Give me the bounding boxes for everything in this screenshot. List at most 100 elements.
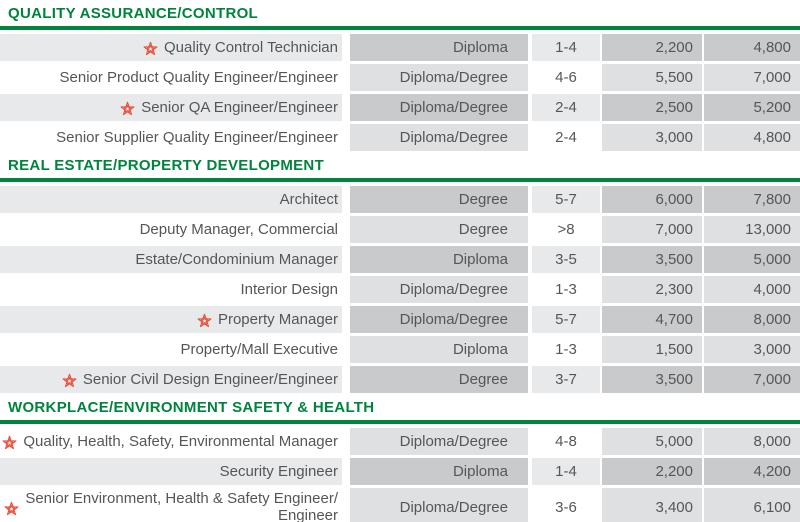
column-gap xyxy=(342,306,350,333)
min-salary-cell: 1,500 xyxy=(602,336,702,363)
max-salary-cell: 3,000 xyxy=(704,336,800,363)
column-gap xyxy=(342,64,350,91)
column-gap xyxy=(342,336,350,363)
section: QUALITY ASSURANCE/CONTROL Quality Control… xyxy=(0,6,800,151)
column-gap xyxy=(342,34,350,61)
table-row: Senior Environment, Health & Safety Engi… xyxy=(0,488,800,522)
job-title-cell: Quality Control Technician xyxy=(0,34,342,61)
max-salary-cell: 4,800 xyxy=(704,34,800,61)
job-title: Interior Design xyxy=(240,281,338,298)
table-row: Interior Design Diploma/Degree 1-3 2,300 4,0… xyxy=(0,276,800,303)
min-salary-cell: 2,300 xyxy=(602,276,702,303)
star-icon xyxy=(143,41,158,56)
job-title: Senior QA Engineer/Engineer xyxy=(141,99,338,116)
max-salary-cell: 4,000 xyxy=(704,276,800,303)
section-underline xyxy=(0,420,800,424)
experience-cell: 1-4 xyxy=(532,458,600,485)
table-row: Property Manager Diploma/Degree 5-7 4,700 8,… xyxy=(0,306,800,333)
job-title: Quality, Health, Safety, Environmental M… xyxy=(23,433,338,450)
max-salary-cell: 7,000 xyxy=(704,64,800,91)
min-salary-cell: 3,400 xyxy=(602,488,702,522)
section-title: REAL ESTATE/PROPERTY DEVELOPMENT xyxy=(8,157,325,174)
qualification-cell: Diploma/Degree xyxy=(350,306,528,333)
experience-cell: >8 xyxy=(532,216,600,243)
column-gap xyxy=(342,488,350,522)
star-icon xyxy=(197,313,212,328)
job-title-cell: Interior Design xyxy=(0,276,342,303)
qualification-cell: Diploma/Degree xyxy=(350,428,528,455)
section-underline xyxy=(0,178,800,182)
table-row: Quality, Health, Safety, Environmental M… xyxy=(0,428,800,455)
experience-cell: 4-8 xyxy=(532,428,600,455)
job-title: Senior Product Quality Engineer/Engineer xyxy=(59,69,339,86)
experience-cell: 5-7 xyxy=(532,186,600,213)
section-title: QUALITY ASSURANCE/CONTROL xyxy=(8,5,259,22)
column-gap xyxy=(342,94,350,121)
min-salary-cell: 3,000 xyxy=(602,124,702,151)
qualification-cell: Degree xyxy=(350,186,528,213)
job-title: Property Manager xyxy=(217,311,338,328)
qualification-cell: Diploma/Degree xyxy=(350,488,528,522)
max-salary-cell: 8,000 xyxy=(704,306,800,333)
job-title: Senior Supplier Quality Engineer/Enginee… xyxy=(56,129,338,146)
min-salary-cell: 3,500 xyxy=(602,246,702,273)
table-row: Senior Product Quality Engineer/Engineer… xyxy=(0,64,800,91)
job-title-cell: Property/Mall Executive xyxy=(0,336,342,363)
table-row: Deputy Manager, Commercial Degree >8 7,000 1… xyxy=(0,216,800,243)
job-title: Estate/Condominium Manager xyxy=(135,251,338,268)
job-title-cell: Estate/Condominium Manager xyxy=(0,246,342,273)
max-salary-cell: 4,200 xyxy=(704,458,800,485)
table-row: Architect Degree 5-7 6,000 7,800 xyxy=(0,186,800,213)
job-title: Architect xyxy=(279,191,338,208)
column-gap xyxy=(342,186,350,213)
qualification-cell: Diploma/Degree xyxy=(350,276,528,303)
star-icon xyxy=(4,501,19,516)
min-salary-cell: 2,200 xyxy=(602,34,702,61)
experience-cell: 3-6 xyxy=(532,488,600,522)
job-title-cell: Senior Civil Design Engineer/Engineer xyxy=(0,366,342,393)
experience-cell: 2-4 xyxy=(532,94,600,121)
experience-cell: 1-4 xyxy=(532,34,600,61)
star-icon xyxy=(120,101,135,116)
section: WORKPLACE/ENVIRONMENT SAFETY & HEALTH Qua… xyxy=(0,400,800,522)
min-salary-cell: 4,700 xyxy=(602,306,702,333)
job-title: Senior Environment, Health & Safety Engi… xyxy=(25,490,338,522)
job-title-cell: Senior Environment, Health & Safety Engi… xyxy=(0,488,342,522)
section: REAL ESTATE/PROPERTY DEVELOPMENT Architec… xyxy=(0,158,800,393)
experience-cell: 1-3 xyxy=(532,276,600,303)
table-row: Security Engineer Diploma 1-4 2,200 4,200 xyxy=(0,458,800,485)
job-title-cell: Deputy Manager, Commercial xyxy=(0,216,342,243)
column-gap xyxy=(342,428,350,455)
min-salary-cell: 2,200 xyxy=(602,458,702,485)
job-title-cell: Property Manager xyxy=(0,306,342,333)
table-row: Senior Civil Design Engineer/Engineer Deg… xyxy=(0,366,800,393)
min-salary-cell: 5,000 xyxy=(602,428,702,455)
job-title-cell: Security Engineer xyxy=(0,458,342,485)
table-row: Senior QA Engineer/Engineer Diploma/Degre… xyxy=(0,94,800,121)
sections-container: QUALITY ASSURANCE/CONTROL Quality Control… xyxy=(0,6,800,522)
column-gap xyxy=(342,458,350,485)
section-title: WORKPLACE/ENVIRONMENT SAFETY & HEALTH xyxy=(8,399,375,416)
job-title: Quality Control Technician xyxy=(164,39,338,56)
table-row: Property/Mall Executive Diploma 1-3 1,500 3,… xyxy=(0,336,800,363)
qualification-cell: Diploma/Degree xyxy=(350,94,528,121)
table-row: Quality Control Technician Diploma 1-4 2,20… xyxy=(0,34,800,61)
qualification-cell: Diploma/Degree xyxy=(350,64,528,91)
qualification-cell: Diploma xyxy=(350,246,528,273)
min-salary-cell: 5,500 xyxy=(602,64,702,91)
experience-cell: 5-7 xyxy=(532,306,600,333)
job-title: Senior Civil Design Engineer/Engineer xyxy=(82,371,338,388)
job-title-cell: Quality, Health, Safety, Environmental M… xyxy=(0,428,342,455)
job-title-cell: Architect xyxy=(0,186,342,213)
experience-cell: 3-5 xyxy=(532,246,600,273)
job-title: Deputy Manager, Commercial xyxy=(139,221,338,238)
column-gap xyxy=(342,276,350,303)
max-salary-cell: 7,000 xyxy=(704,366,800,393)
section-underline xyxy=(0,26,800,30)
column-gap xyxy=(342,124,350,151)
experience-cell: 1-3 xyxy=(532,336,600,363)
column-gap xyxy=(342,246,350,273)
max-salary-cell: 5,000 xyxy=(704,246,800,273)
experience-cell: 4-6 xyxy=(532,64,600,91)
qualification-cell: Degree xyxy=(350,366,528,393)
